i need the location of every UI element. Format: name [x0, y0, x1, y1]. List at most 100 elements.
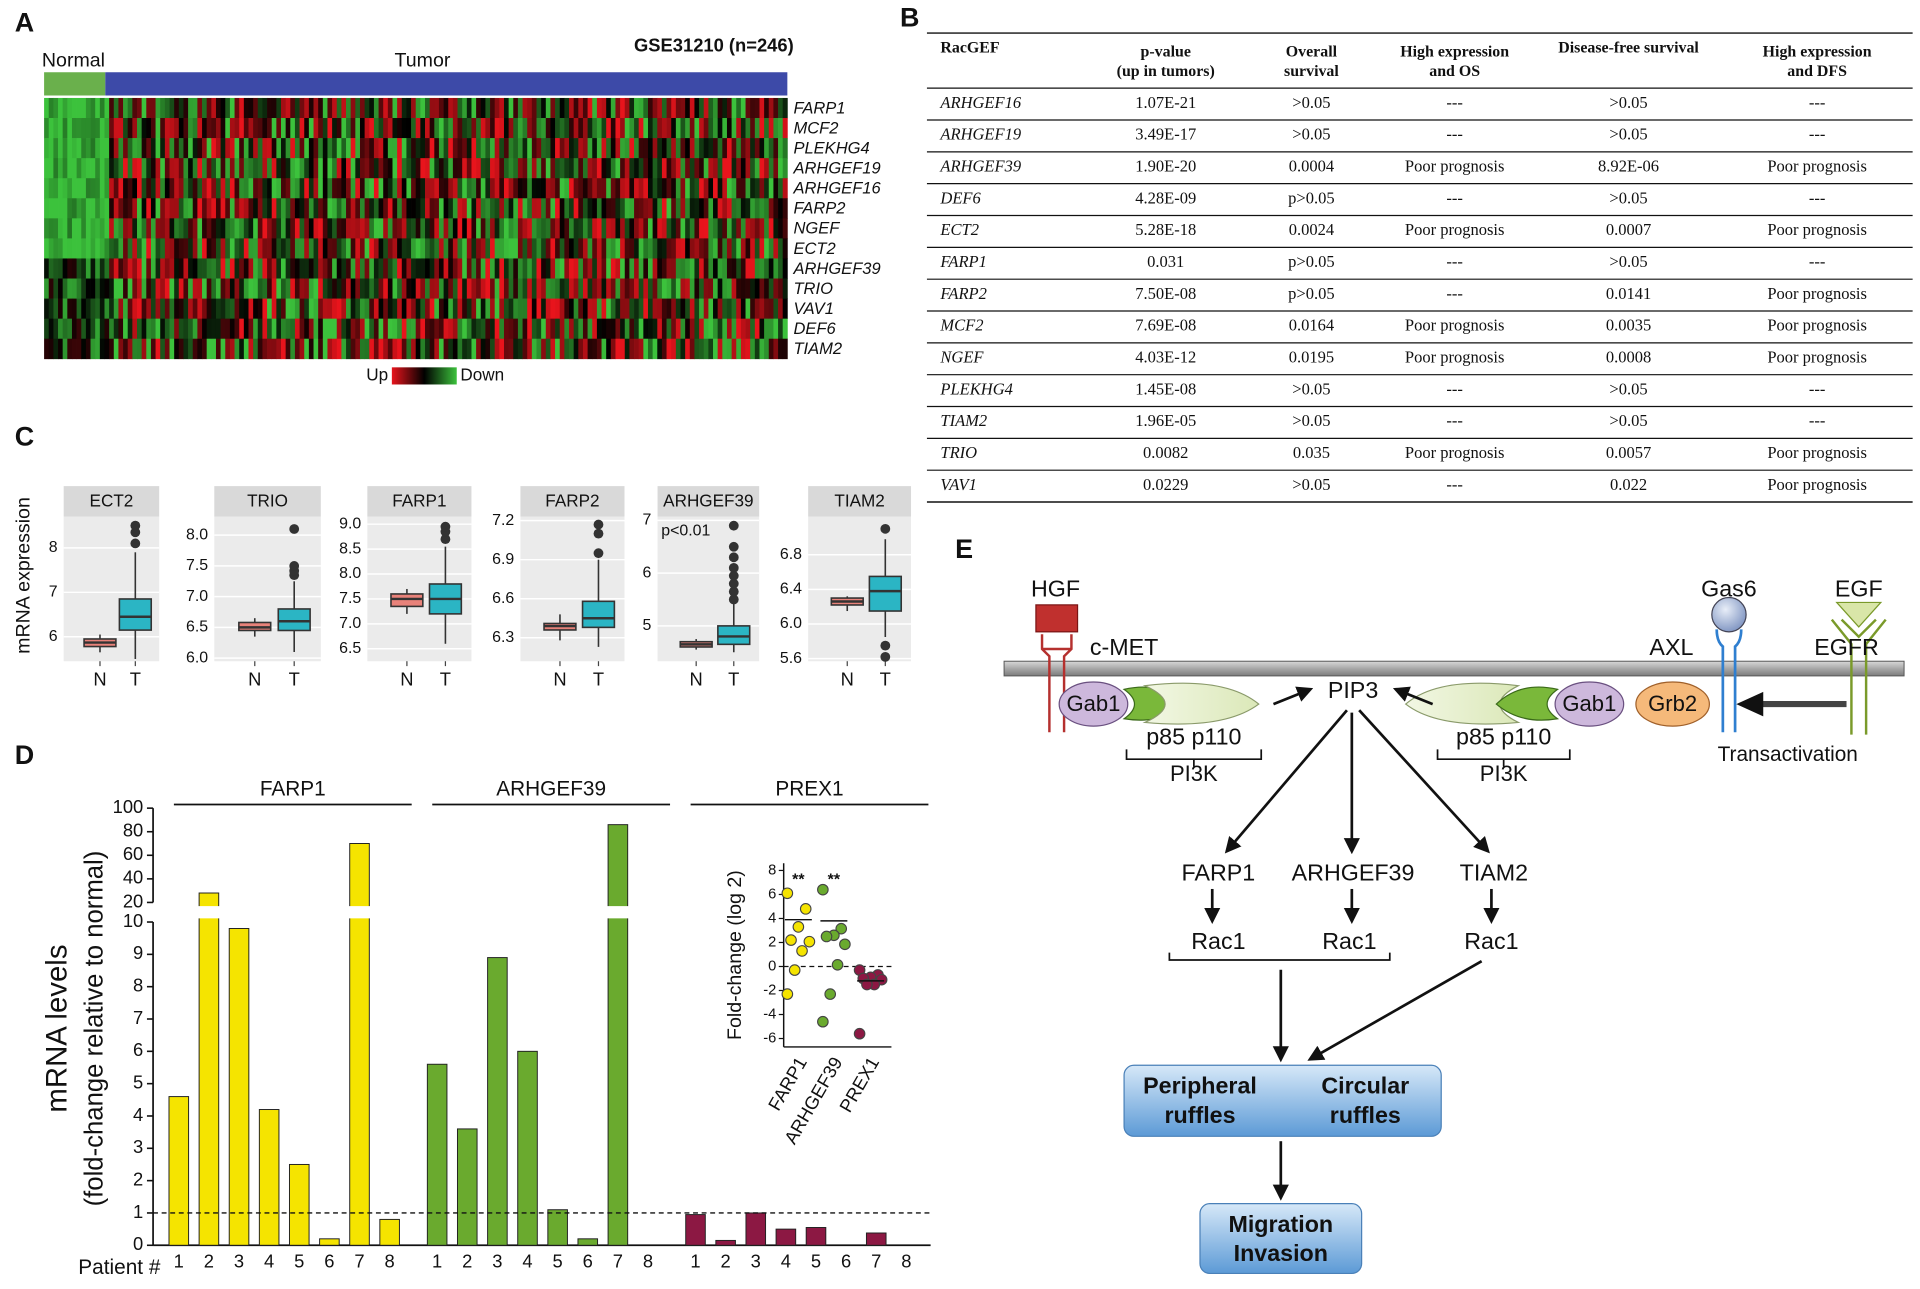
- heatmap-cell: [429, 138, 435, 159]
- heatmap-cell: [359, 138, 365, 159]
- table-cell: 0.0082: [1143, 443, 1188, 462]
- heatmap-cell: [359, 278, 365, 299]
- heatmap-cell: [476, 138, 482, 159]
- heatmap-cell: [192, 298, 198, 320]
- heatmap-cell: [513, 158, 519, 179]
- heatmap-cell: [202, 278, 208, 299]
- heatmap-cell: [750, 118, 756, 139]
- heatmap-cell: [592, 218, 598, 239]
- heatmap-cell: [211, 238, 217, 259]
- dot: [803, 935, 816, 948]
- heatmap-cell: [717, 278, 723, 299]
- table-cell: >0.05: [1609, 188, 1647, 207]
- heatmap-cell: [494, 198, 500, 219]
- heatmap-cell: [364, 138, 370, 159]
- x-tick-label: 3: [492, 1250, 502, 1271]
- heatmap-cell: [197, 138, 203, 159]
- table-cell: Poor prognosis: [1405, 157, 1505, 176]
- heatmap-cell: [132, 218, 138, 239]
- heatmap-cell: [582, 198, 588, 219]
- dot: [839, 938, 851, 951]
- heatmap-cell: [527, 238, 533, 259]
- heatmap-cell: [647, 318, 654, 340]
- heatmap-cell: [485, 338, 491, 360]
- heatmap-cell: [587, 278, 593, 299]
- heatmap-cell: [666, 338, 672, 360]
- heatmap-cell: [647, 158, 654, 179]
- y-tick-label: 9.0: [339, 515, 361, 532]
- heatmap-cell: [629, 298, 635, 320]
- heatmap-cell: [517, 158, 523, 179]
- heatmap-cell: [76, 278, 82, 299]
- box: [390, 593, 424, 608]
- heatmap-cell: [541, 118, 547, 139]
- heatmap-cell: [629, 238, 635, 259]
- heatmap-cell: [123, 238, 129, 259]
- heatmap-cell: [141, 278, 147, 299]
- heatmap-cell: [220, 318, 226, 340]
- heatmap-cell: [745, 318, 751, 340]
- heatmap-cell: [355, 278, 361, 299]
- heatmap-cell: [346, 138, 352, 159]
- heatmap-cell: [699, 138, 705, 159]
- box: [118, 598, 153, 631]
- heatmap-cell: [531, 138, 537, 159]
- heatmap-cell: [457, 258, 463, 279]
- heatmap-cell: [601, 218, 607, 239]
- heatmap-cell: [582, 278, 588, 299]
- heatmap-cell: [211, 258, 217, 279]
- heatmap-cell: [657, 158, 663, 179]
- heatmap-cell: [304, 97, 310, 119]
- heatmap-cell: [188, 97, 194, 119]
- axis-break-gap: [606, 906, 629, 919]
- heatmap-cell: [155, 258, 161, 279]
- table-cell: >0.05: [1292, 379, 1330, 398]
- annotation: **: [792, 872, 805, 889]
- heatmap-cell: [257, 178, 263, 199]
- heatmap-cell: [582, 138, 588, 159]
- heatmap-cell: [671, 138, 677, 159]
- heatmap-cell: [517, 238, 523, 259]
- heatmap-cell: [225, 338, 231, 360]
- heatmap-cell: [215, 278, 221, 299]
- heatmap-cell: [759, 298, 765, 320]
- heatmap-cell: [429, 158, 435, 179]
- heatmap-cell: [480, 258, 486, 279]
- heatmap-cell: [290, 138, 296, 159]
- heatmap-cell: [71, 198, 77, 219]
- heatmap-cell: [471, 198, 477, 219]
- heatmap-cell: [67, 158, 73, 179]
- heatmap-cell: [587, 258, 593, 279]
- heatmap-cell: [731, 218, 737, 239]
- heatmap-cell: [48, 118, 54, 139]
- heatmap-cell: [401, 118, 407, 139]
- y-tick-label: 5.6: [780, 650, 802, 667]
- group-bar: [105, 72, 788, 96]
- heatmap-cell: [429, 298, 435, 320]
- heatmap-cell: [545, 258, 551, 279]
- heatmap-cell: [220, 298, 226, 320]
- heatmap-cell: [522, 158, 528, 179]
- heatmap-cell: [559, 238, 565, 259]
- heatmap-cell: [127, 298, 133, 320]
- heatmap-cell: [53, 138, 59, 159]
- heatmap-cell: [118, 158, 124, 179]
- legend-label: Down: [460, 364, 504, 384]
- heatmap-cell: [657, 278, 663, 299]
- table-cell: NGEF: [939, 348, 984, 367]
- heatmap-cell: [522, 118, 528, 139]
- heatmap-cell: [294, 97, 300, 119]
- heatmap-cell: [610, 318, 616, 340]
- heatmap-cell: [773, 238, 779, 259]
- heatmap-cell: [346, 118, 352, 139]
- heatmap-cell: [638, 318, 644, 340]
- bar: [775, 1228, 797, 1246]
- heatmap-cell: [123, 178, 129, 199]
- heatmap-cell: [661, 258, 667, 279]
- heatmap-cell: [740, 278, 746, 299]
- heatmap-cell: [373, 97, 379, 119]
- heatmap-cell: [229, 278, 235, 299]
- heatmap-cell: [443, 158, 449, 179]
- heatmap-cell: [671, 338, 677, 360]
- heatmap-cell: [448, 298, 454, 320]
